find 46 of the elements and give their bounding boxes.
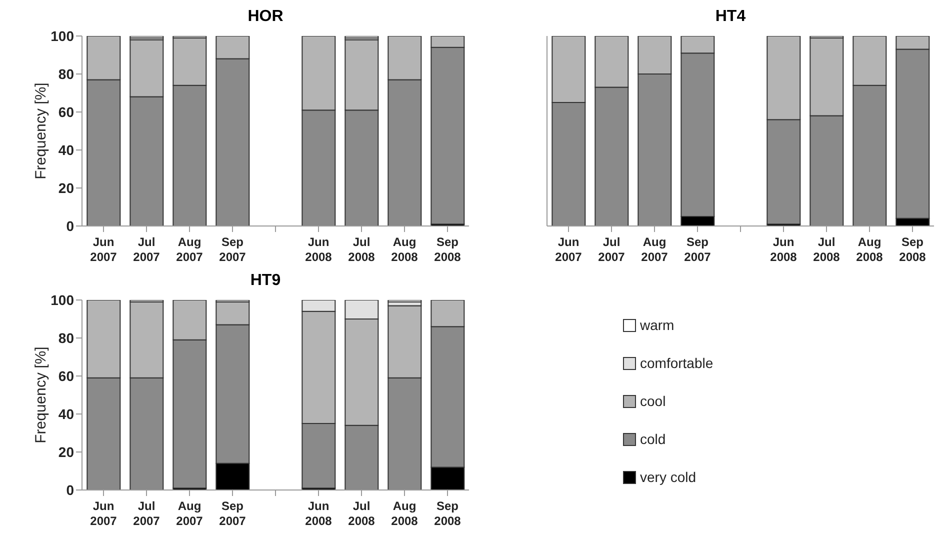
x-tick-label: Sep 2008 [434,499,462,528]
legend-label: comfortable [640,355,714,371]
x-tick-label: Aug 2008 [856,235,884,264]
legend-label: cold [640,431,666,447]
y-axis-title: Frequency [%] [32,82,50,180]
x-tick-label: Jul 2007 [133,499,160,528]
y-tick-label: 0 [66,482,74,498]
legend-label: very cold [640,469,696,485]
x-tick-label: Aug 2007 [176,499,204,528]
y-tick-label: 40 [58,142,74,158]
legend-label: cool [640,393,666,409]
legend-label: warm [640,317,674,333]
y-tick-label: 0 [66,218,74,234]
x-tick-label: Aug 2008 [391,499,418,528]
y-tick-label: 100 [50,292,74,308]
x-tick-label: Aug 2007 [176,235,204,264]
x-tick-label: Jul 2007 [598,235,626,264]
x-tick-label: Jul 2008 [348,235,376,264]
x-tick-label: Jun 2007 [90,235,118,264]
y-tick-label: 60 [58,368,74,384]
chart-title: HT4 [714,8,747,27]
x-tick-label: Jul 2008 [813,235,840,264]
x-tick-label: Jul 2008 [348,499,376,528]
x-tick-label: Jun 2008 [305,235,332,264]
x-tick-label: Jun 2007 [90,499,118,528]
x-tick-label: Aug 2007 [641,235,668,264]
x-tick-label: Jun 2008 [305,499,332,528]
x-tick-label: Jun 2008 [770,235,798,264]
chart-title: HOR [246,8,284,27]
y-tick-label: 100 [50,28,74,44]
y-tick-label: 80 [58,66,74,82]
x-tick-label: Sep 2007 [684,235,712,264]
x-tick-label: Sep 2007 [219,499,246,528]
y-tick-label: 60 [58,104,74,120]
y-tick-label: 20 [58,444,74,460]
x-tick-label: Sep 2008 [899,235,926,264]
x-tick-label: Aug 2008 [391,235,418,264]
y-tick-label: 20 [58,180,74,196]
y-axis-title: Frequency [%] [32,346,50,444]
y-tick-label: 80 [58,330,74,346]
y-tick-label: 40 [58,406,74,422]
chart-title: HT9 [249,272,282,291]
x-tick-label: Sep 2008 [434,235,462,264]
x-tick-label: Jun 2007 [555,235,582,264]
x-tick-label: Jul 2007 [133,235,160,264]
x-tick-label: Sep 2007 [219,235,246,264]
